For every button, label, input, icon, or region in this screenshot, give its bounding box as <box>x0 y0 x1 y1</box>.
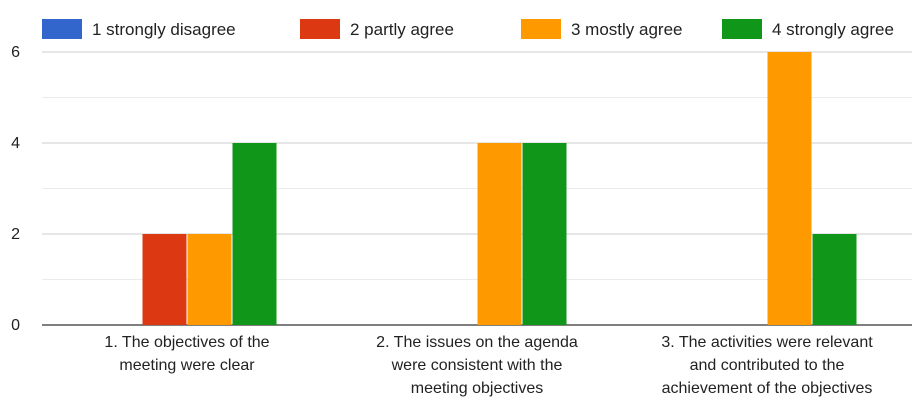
y-tick-label: 6 <box>11 44 20 61</box>
x-category-label: achievement of the objectives <box>662 380 873 397</box>
legend: 1 strongly disagree 2 partly agree 3 mostl… <box>42 19 894 39</box>
legend-swatch-2 <box>300 19 340 39</box>
y-axis: 0 2 4 6 <box>11 44 20 334</box>
x-category-label: meeting objectives <box>411 380 544 397</box>
bar-1-series-2 <box>142 234 187 325</box>
x-category-label: 2. The issues on the agenda <box>376 334 578 351</box>
gridlines <box>42 51 912 326</box>
legend-swatch-1 <box>42 19 82 39</box>
y-tick-label: 0 <box>11 317 20 334</box>
y-tick-label: 2 <box>11 226 20 243</box>
bar-1-series-4 <box>232 143 277 325</box>
legend-label-1: 1 strongly disagree <box>92 20 236 39</box>
x-axis: 1. The objectives of the meeting were cle… <box>104 334 873 397</box>
x-category-label: 1. The objectives of the <box>104 334 269 351</box>
bar-2-series-3 <box>477 143 522 325</box>
bar-3-series-4 <box>812 234 857 325</box>
legend-swatch-4 <box>722 19 762 39</box>
legend-label-2: 2 partly agree <box>350 20 454 39</box>
x-category-label: 3. The activities were relevant <box>661 334 873 351</box>
x-category-label: meeting were clear <box>119 357 255 374</box>
y-tick-label: 4 <box>11 135 20 152</box>
x-category-label: and contributed to the <box>690 357 845 374</box>
x-category-label: were consistent with the <box>391 357 563 374</box>
legend-swatch-3 <box>521 19 561 39</box>
legend-label-4: 4 strongly agree <box>772 20 894 39</box>
bars <box>142 52 857 325</box>
bar-2-series-4 <box>522 143 567 325</box>
bar-3-series-3 <box>767 52 812 325</box>
bar-1-series-3 <box>187 234 232 325</box>
legend-label-3: 3 mostly agree <box>571 20 683 39</box>
